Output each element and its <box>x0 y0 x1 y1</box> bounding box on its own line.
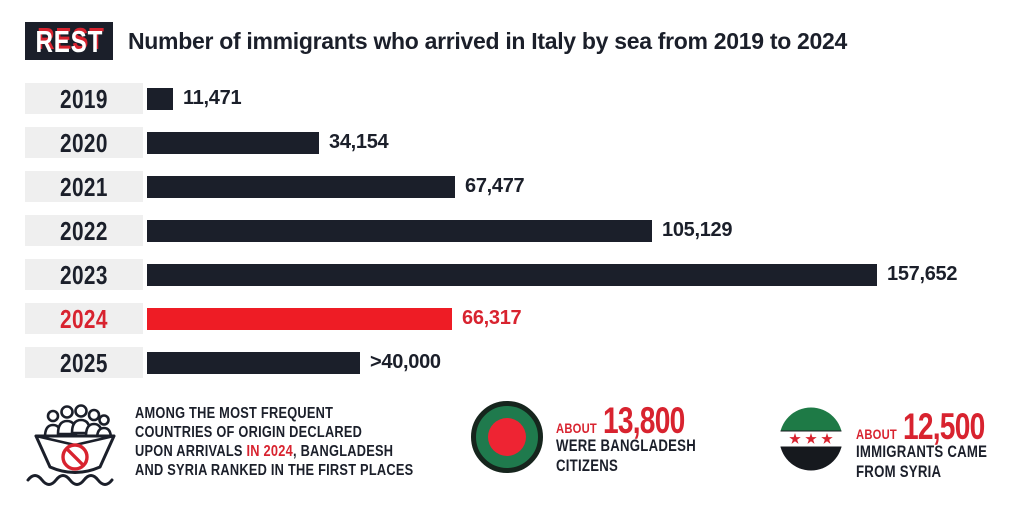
rest-logo: REST <box>25 22 113 60</box>
header: REST Number of immigrants who arrived in… <box>25 22 847 60</box>
note-line: AMONG THE MOST FREQUENT <box>135 405 334 422</box>
stat-syria-text: ABOUT 12,500 IMMIGRANTS CAME FROM SYRIA <box>856 406 1020 482</box>
year-label-2019: 2019 <box>25 83 143 114</box>
value-label-2025: >40,000 <box>370 351 441 373</box>
chart-row-2021: 2021 67,477 <box>25 171 957 202</box>
stat-syria-headline: ABOUT 12,500 <box>856 406 1020 447</box>
stat-syria-line2: FROM SYRIA <box>856 463 942 481</box>
year-label-2023: 2023 <box>25 259 143 290</box>
footer-note-block: AMONG THE MOST FREQUENT COUNTRIES OF ORIG… <box>25 400 483 492</box>
about-label: ABOUT <box>556 420 598 436</box>
stat-bangladesh-line1: WERE BANGLADESH <box>556 437 697 455</box>
migrant-boat-icon <box>26 404 116 486</box>
bar-2020 <box>147 131 319 154</box>
value-label-2020: 34,154 <box>329 131 389 153</box>
bangladesh-flag-icon <box>471 401 543 473</box>
value-label-2022: 105,129 <box>662 219 733 241</box>
note-line: AND SYRIA RANKED IN THE FIRST PLACES <box>135 462 414 479</box>
chart-row-2024: 2024 66,317 <box>25 303 957 334</box>
bar-2023 <box>147 263 877 286</box>
about-label: ABOUT <box>856 426 898 442</box>
stat-bangladesh-line2: CITIZENS <box>556 457 619 475</box>
chart-title: Number of immigrants who arrived in Ital… <box>128 27 847 54</box>
bar-2021 <box>147 175 455 198</box>
year-label-2022: 2022 <box>25 215 143 246</box>
syria-flag-icon <box>779 407 843 471</box>
year-label-2025: 2025 <box>25 347 143 378</box>
stat-bangladesh: ABOUT 13,800 WERE BANGLADESH CITIZENS <box>470 400 731 476</box>
stat-syria: ABOUT 12,500 IMMIGRANTS CAME FROM SYRIA <box>778 406 1020 482</box>
year-label-2020: 2020 <box>25 127 143 158</box>
chart-row-2019: 2019 11,471 <box>25 83 957 114</box>
bar-2022 <box>147 219 652 242</box>
bangladesh-count: 13,800 <box>603 400 685 441</box>
year-label-2021: 2021 <box>25 171 143 202</box>
bar-2025 <box>147 351 360 374</box>
stat-bangladesh-text: ABOUT 13,800 WERE BANGLADESH CITIZENS <box>556 400 731 476</box>
chart-row-2020: 2020 34,154 <box>25 127 957 158</box>
value-label-2019: 11,471 <box>183 87 242 109</box>
bar-2019 <box>147 87 173 110</box>
note-line: COUNTRIES OF ORIGIN DECLARED <box>135 424 363 441</box>
rest-logo-text: REST <box>35 23 103 59</box>
note-line: UPON ARRIVALS IN 2024, BANGLADESH <box>135 443 394 460</box>
stat-bangladesh-headline: ABOUT 13,800 <box>556 400 731 441</box>
chart-row-2022: 2022 105,129 <box>25 215 957 246</box>
syria-count: 12,500 <box>903 406 985 447</box>
value-label-2021: 67,477 <box>465 175 525 197</box>
stat-syria-line1: IMMIGRANTS CAME <box>856 443 988 461</box>
bar-chart: 2019 11,471 2020 34,154 2021 67,477 2022 105,12… <box>25 83 958 391</box>
footer-note-text: AMONG THE MOST FREQUENT COUNTRIES OF ORIG… <box>135 400 483 480</box>
value-label-2023: 157,652 <box>887 263 958 285</box>
year-label-2024: 2024 <box>25 303 143 334</box>
chart-row-2025: 2025 >40,000 <box>25 347 957 378</box>
chart-row-2023: 2023 157,652 <box>25 259 958 290</box>
no-entry-icon <box>61 443 89 471</box>
bar-2024 <box>147 307 452 330</box>
value-label-2024: 66,317 <box>462 307 522 329</box>
